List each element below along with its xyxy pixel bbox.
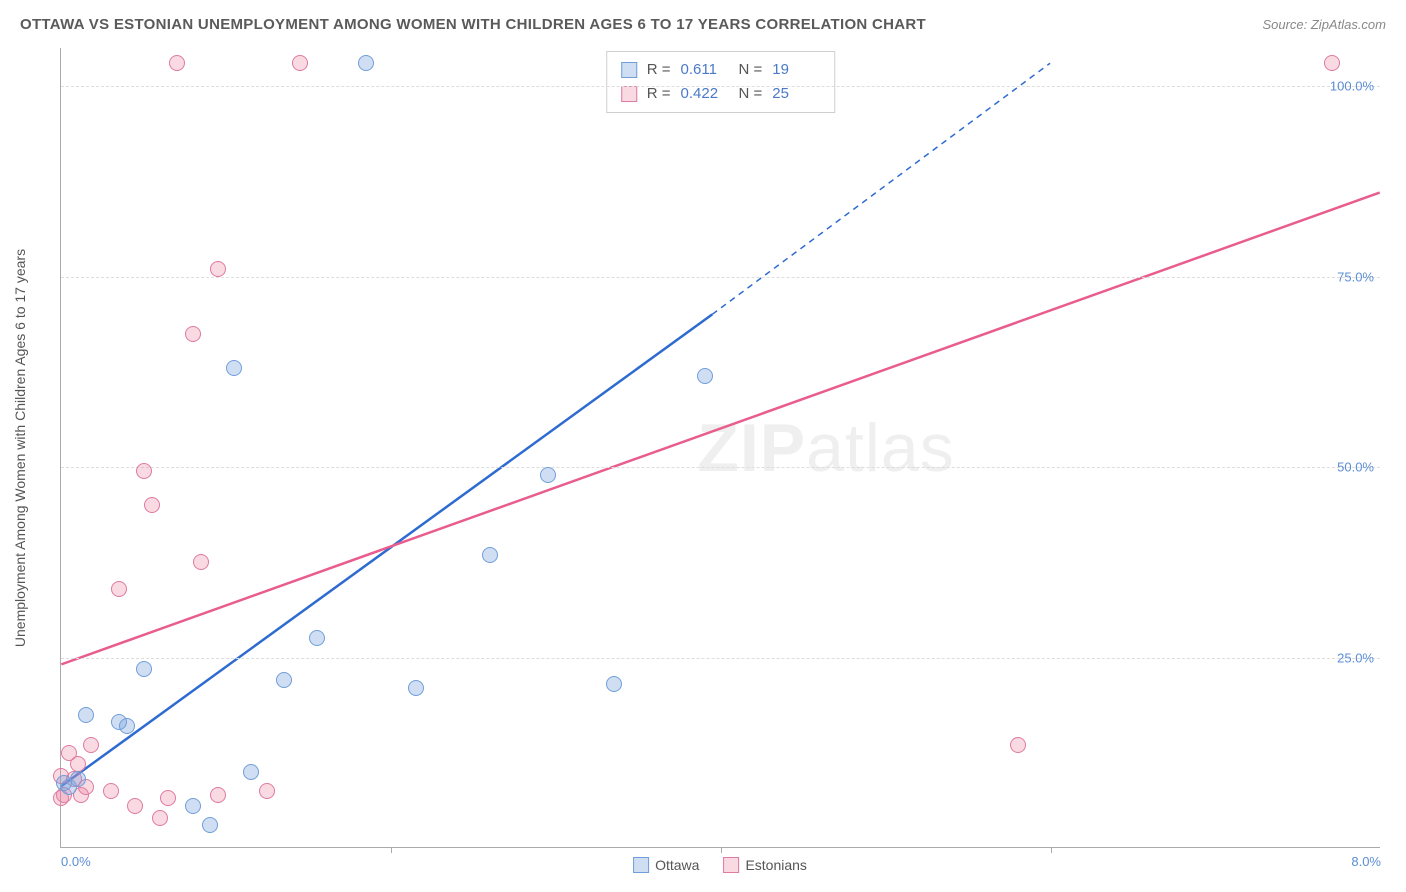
data-point-ottawa xyxy=(482,547,498,563)
legend-label: Estonians xyxy=(745,857,806,873)
y-tick-label: 25.0% xyxy=(1337,650,1374,665)
data-point-estonians xyxy=(127,798,143,814)
data-point-ottawa xyxy=(136,661,152,677)
swatch-icon xyxy=(621,62,637,78)
y-tick-label: 50.0% xyxy=(1337,460,1374,475)
data-point-estonians xyxy=(144,497,160,513)
source-credit: Source: ZipAtlas.com xyxy=(1262,17,1386,32)
regression-line-ottawa xyxy=(61,314,712,786)
data-point-ottawa xyxy=(202,817,218,833)
chart-area: Unemployment Among Women with Children A… xyxy=(60,48,1380,848)
x-tick-label: 8.0% xyxy=(1351,854,1381,869)
x-tick-mark xyxy=(721,847,722,853)
r-label: R = xyxy=(647,58,671,82)
data-point-ottawa xyxy=(78,707,94,723)
data-point-ottawa xyxy=(243,764,259,780)
n-label: N = xyxy=(739,58,763,82)
plot-region: ZIPatlas R =0.611N =19R =0.422N =25 25.0… xyxy=(60,48,1380,848)
data-point-ottawa xyxy=(276,672,292,688)
data-point-estonians xyxy=(83,737,99,753)
source-link[interactable]: ZipAtlas.com xyxy=(1311,17,1386,32)
data-point-estonians xyxy=(111,581,127,597)
legend: Ottawa Estonians xyxy=(633,857,807,873)
data-point-ottawa xyxy=(226,360,242,376)
x-tick-label: 0.0% xyxy=(61,854,91,869)
n-value: 19 xyxy=(772,58,820,82)
y-axis-label: Unemployment Among Women with Children A… xyxy=(12,249,28,647)
data-point-estonians xyxy=(103,783,119,799)
source-prefix: Source: xyxy=(1262,17,1310,32)
legend-label: Ottawa xyxy=(655,857,699,873)
data-point-ottawa xyxy=(606,676,622,692)
data-point-estonians xyxy=(210,787,226,803)
data-point-ottawa xyxy=(408,680,424,696)
legend-item-ottawa: Ottawa xyxy=(633,857,699,873)
chart-title: OTTAWA VS ESTONIAN UNEMPLOYMENT AMONG WO… xyxy=(20,16,926,33)
data-point-estonians xyxy=(1010,737,1026,753)
data-point-ottawa xyxy=(119,718,135,734)
data-point-estonians xyxy=(169,55,185,71)
data-point-ottawa xyxy=(697,368,713,384)
data-point-ottawa xyxy=(540,467,556,483)
x-tick-mark xyxy=(1051,847,1052,853)
y-tick-label: 75.0% xyxy=(1337,269,1374,284)
legend-item-estonians: Estonians xyxy=(723,857,806,873)
data-point-estonians xyxy=(136,463,152,479)
data-point-ottawa xyxy=(185,798,201,814)
data-point-ottawa xyxy=(70,771,86,787)
data-point-estonians xyxy=(292,55,308,71)
x-tick-mark xyxy=(391,847,392,853)
data-point-estonians xyxy=(259,783,275,799)
data-point-ottawa xyxy=(309,630,325,646)
data-point-ottawa xyxy=(358,55,374,71)
data-point-estonians xyxy=(185,326,201,342)
swatch-icon xyxy=(633,857,649,873)
data-point-estonians xyxy=(152,810,168,826)
data-point-estonians xyxy=(70,756,86,772)
data-point-estonians xyxy=(160,790,176,806)
swatch-icon xyxy=(723,857,739,873)
y-tick-label: 100.0% xyxy=(1330,79,1374,94)
data-point-estonians xyxy=(210,261,226,277)
swatch-icon xyxy=(621,86,637,102)
data-point-estonians xyxy=(1324,55,1340,71)
data-point-estonians xyxy=(193,554,209,570)
